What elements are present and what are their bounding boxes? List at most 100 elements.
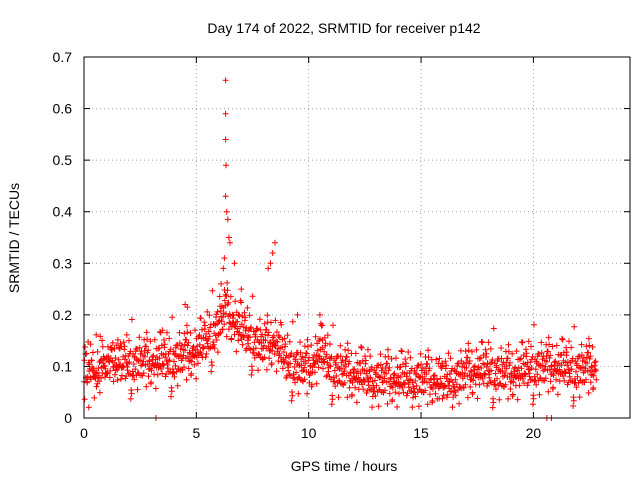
data-point	[275, 358, 282, 365]
data-point	[223, 293, 230, 299]
data-point	[587, 379, 594, 386]
data-point	[272, 317, 279, 324]
data-point	[573, 368, 579, 375]
data-point	[165, 358, 172, 365]
data-point	[213, 336, 220, 343]
data-point	[284, 332, 291, 339]
data-point	[112, 371, 118, 378]
data-point	[317, 335, 323, 342]
data-point	[524, 363, 530, 370]
data-point	[286, 338, 293, 345]
data-point	[486, 368, 493, 375]
data-point	[589, 344, 596, 350]
data-point	[498, 345, 505, 351]
data-point	[112, 355, 119, 361]
data-point	[453, 381, 460, 388]
data-point	[217, 329, 224, 336]
data-point	[502, 370, 509, 376]
data-point	[492, 381, 499, 388]
data-point	[558, 362, 565, 368]
data-point	[429, 397, 436, 404]
data-point	[85, 404, 92, 411]
data-point	[389, 396, 396, 403]
data-point	[183, 322, 190, 329]
data-point	[280, 358, 287, 365]
data-point	[412, 378, 419, 384]
data-point	[121, 356, 128, 363]
data-point	[377, 351, 384, 358]
data-point	[305, 357, 312, 364]
data-point	[136, 344, 143, 351]
data-point	[518, 355, 525, 362]
data-point	[139, 361, 146, 368]
data-point	[154, 371, 161, 378]
y-tick-label: 0.4	[53, 204, 73, 220]
data-point	[460, 384, 467, 391]
data-point	[255, 367, 262, 374]
data-point	[164, 365, 171, 372]
data-point	[369, 404, 376, 411]
data-point	[413, 382, 420, 389]
data-point	[154, 354, 160, 360]
data-point	[235, 337, 242, 344]
data-point	[134, 386, 141, 393]
data-point	[252, 345, 259, 352]
data-point	[518, 365, 525, 372]
y-tick-label: 0.3	[53, 255, 73, 271]
data-point	[117, 376, 124, 383]
data-point	[539, 356, 546, 363]
data-point	[87, 341, 94, 348]
data-point	[393, 355, 399, 362]
data-point	[568, 366, 575, 373]
data-point	[316, 311, 323, 318]
data-point	[244, 304, 251, 311]
data-point	[228, 335, 235, 342]
data-point	[273, 329, 280, 335]
data-point	[580, 355, 587, 361]
data-point	[248, 371, 255, 378]
y-tick-label: 0.1	[53, 358, 73, 374]
data-point	[432, 390, 439, 397]
data-point	[559, 336, 566, 343]
data-point	[218, 318, 225, 325]
data-point	[568, 344, 575, 351]
data-point	[411, 385, 418, 392]
data-point	[536, 391, 543, 398]
data-point	[570, 403, 577, 409]
data-point	[553, 376, 560, 383]
data-point	[224, 279, 231, 286]
data-point	[174, 382, 181, 389]
data-point	[361, 377, 368, 384]
data-point	[352, 384, 359, 391]
data-point	[447, 355, 454, 362]
data-point	[268, 319, 274, 326]
data-point	[140, 358, 147, 365]
data-point	[489, 357, 496, 363]
data-point	[308, 342, 315, 349]
data-point	[187, 330, 194, 336]
data-point	[140, 370, 147, 377]
data-point	[222, 136, 229, 143]
data-point	[375, 362, 382, 369]
data-point	[200, 344, 207, 351]
data-point	[357, 370, 364, 377]
data-point	[502, 381, 509, 388]
data-point	[161, 341, 168, 348]
data-point	[359, 381, 366, 388]
data-point	[192, 327, 198, 334]
data-point	[344, 394, 351, 401]
data-point	[545, 388, 552, 395]
data-point	[269, 250, 276, 256]
data-point	[320, 358, 327, 365]
data-point	[505, 395, 512, 402]
data-point	[141, 353, 148, 360]
data-point	[118, 343, 125, 350]
data-point	[242, 314, 249, 321]
data-point	[278, 321, 285, 328]
data-point	[563, 349, 570, 356]
data-point	[483, 363, 490, 370]
data-point	[214, 308, 221, 315]
data-point	[434, 376, 440, 383]
data-point	[586, 355, 593, 362]
data-point	[238, 299, 245, 306]
